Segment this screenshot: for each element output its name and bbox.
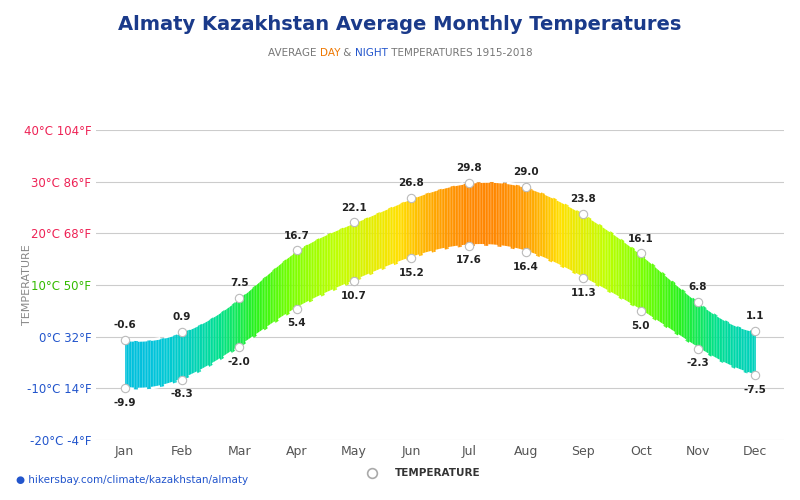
Text: 29.8: 29.8 — [456, 163, 482, 173]
Text: 5.0: 5.0 — [631, 320, 650, 330]
Text: 23.8: 23.8 — [570, 194, 596, 204]
Text: 16.4: 16.4 — [513, 262, 539, 272]
Text: 7.5: 7.5 — [230, 278, 249, 288]
Text: 22.1: 22.1 — [341, 203, 367, 213]
Text: -0.6: -0.6 — [114, 320, 136, 330]
Text: AVERAGE: AVERAGE — [268, 48, 319, 58]
Text: ● hikersbay.com/climate/kazakhstan/almaty: ● hikersbay.com/climate/kazakhstan/almat… — [16, 475, 248, 485]
Text: 1.1: 1.1 — [746, 312, 765, 322]
Text: DAY: DAY — [319, 48, 340, 58]
Text: -2.3: -2.3 — [686, 358, 710, 368]
Text: TEMPERATURE: TEMPERATURE — [22, 244, 32, 326]
Text: 15.2: 15.2 — [398, 268, 424, 278]
Text: 17.6: 17.6 — [456, 256, 482, 266]
Text: -8.3: -8.3 — [170, 390, 194, 400]
Text: Almaty Kazakhstan Average Monthly Temperatures: Almaty Kazakhstan Average Monthly Temper… — [118, 15, 682, 34]
Text: NIGHT: NIGHT — [354, 48, 387, 58]
Text: -7.5: -7.5 — [744, 385, 766, 395]
Text: TEMPERATURES 1915-2018: TEMPERATURES 1915-2018 — [387, 48, 532, 58]
Text: -2.0: -2.0 — [228, 356, 250, 366]
Text: 0.9: 0.9 — [173, 312, 191, 322]
Text: 29.0: 29.0 — [513, 167, 539, 177]
Text: 16.1: 16.1 — [628, 234, 654, 244]
Text: 6.8: 6.8 — [689, 282, 707, 292]
Text: -9.9: -9.9 — [114, 398, 136, 407]
Text: 16.7: 16.7 — [284, 230, 310, 240]
Text: 5.4: 5.4 — [287, 318, 306, 328]
Text: &: & — [340, 48, 354, 58]
Text: 11.3: 11.3 — [570, 288, 596, 298]
Text: 26.8: 26.8 — [398, 178, 424, 188]
Text: 10.7: 10.7 — [341, 291, 367, 301]
Text: TEMPERATURE: TEMPERATURE — [394, 468, 480, 477]
